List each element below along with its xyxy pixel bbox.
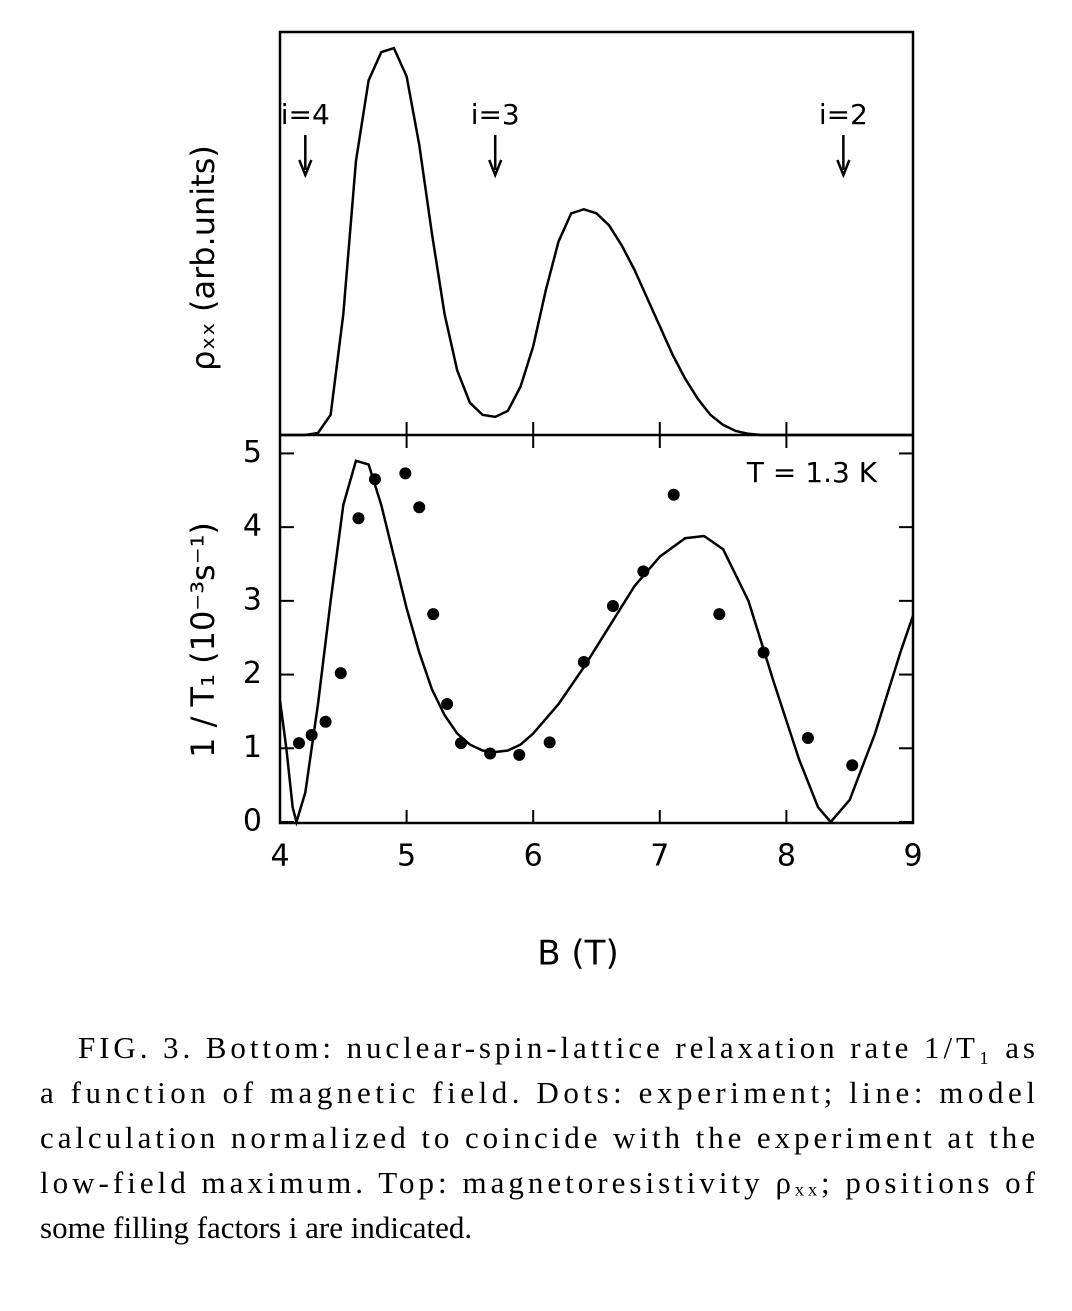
data-point [484,747,497,760]
data-point [292,737,305,750]
caption-line: calculation normalized to coincide with … [40,1120,1035,1155]
filling-factor-arrow [836,135,851,179]
y-tick-label: 3 [243,582,262,617]
filling-factor-arrow [488,135,503,179]
data-point [713,608,726,621]
rho-curve [280,46,913,437]
filling-factor-label: i=4 [281,98,330,131]
data-point [352,512,365,525]
data-point [846,759,859,772]
caption-line: FIG. 3. Bottom: nuclear-spin-lattice rel… [78,1030,1035,1065]
x-tick-label: 8 [777,839,796,874]
y-tick-label: 5 [243,435,262,470]
y-tick-label: 4 [243,509,262,544]
data-point [637,565,650,578]
data-point [801,731,814,744]
x-tick-label: 6 [524,839,543,874]
data-point [543,736,556,749]
caption-line: a function of magnetic field. Dots: expe… [40,1075,1035,1110]
filling-factor-arrow [298,135,313,179]
filling-factor-label: i=3 [471,98,520,131]
frame [278,30,915,825]
data-point [427,608,440,621]
data-point [413,501,426,514]
data-point [577,656,590,669]
caption-line: low-field maximum. Top: magnetoresistivi… [40,1165,1036,1200]
temperature-label: T = 1.3 K [746,456,878,489]
data-point [305,729,318,742]
caption-line: some filling factors i are indicated. [40,1210,472,1245]
bottom-y-label: 1 / T₁ (10⁻³s⁻¹) [184,522,222,758]
data-point [667,488,680,501]
y-tick-label: 1 [243,730,262,765]
x-label: B (T) [537,934,618,974]
data-point [334,667,347,680]
y-tick-label: 0 [243,804,262,839]
x-tick-label: 9 [903,839,922,874]
data-point [513,748,526,761]
x-tick-label: 7 [650,839,669,874]
data-point [319,715,332,728]
data-point [441,698,454,711]
top-y-label: ρₓₓ (arb.units) [184,145,222,371]
x-tick-label: 5 [397,839,416,874]
y-tick-label: 2 [243,656,262,691]
data-point [399,467,412,480]
filling-factor-label: i=2 [819,98,868,131]
data-point [606,600,619,613]
model-curve [278,459,915,827]
x-tick-label: 4 [270,839,289,874]
